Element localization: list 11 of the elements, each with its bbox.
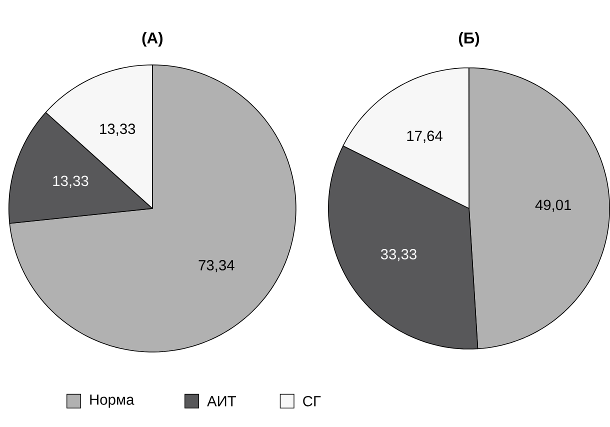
data-label: 49,01 (535, 200, 571, 212)
legend-label: СГ (303, 396, 321, 406)
data-label: 13,33 (100, 124, 136, 136)
legend-label: АИТ (207, 396, 236, 406)
chart-title: (А) (142, 32, 163, 47)
data-label: 17,64 (407, 130, 442, 143)
data-label: 13,33 (53, 176, 88, 188)
legend-label: Норма (90, 394, 134, 408)
data-label: 73,34 (198, 260, 234, 272)
chart-title: (Б) (458, 32, 480, 47)
data-label: 33,33 (380, 249, 416, 262)
